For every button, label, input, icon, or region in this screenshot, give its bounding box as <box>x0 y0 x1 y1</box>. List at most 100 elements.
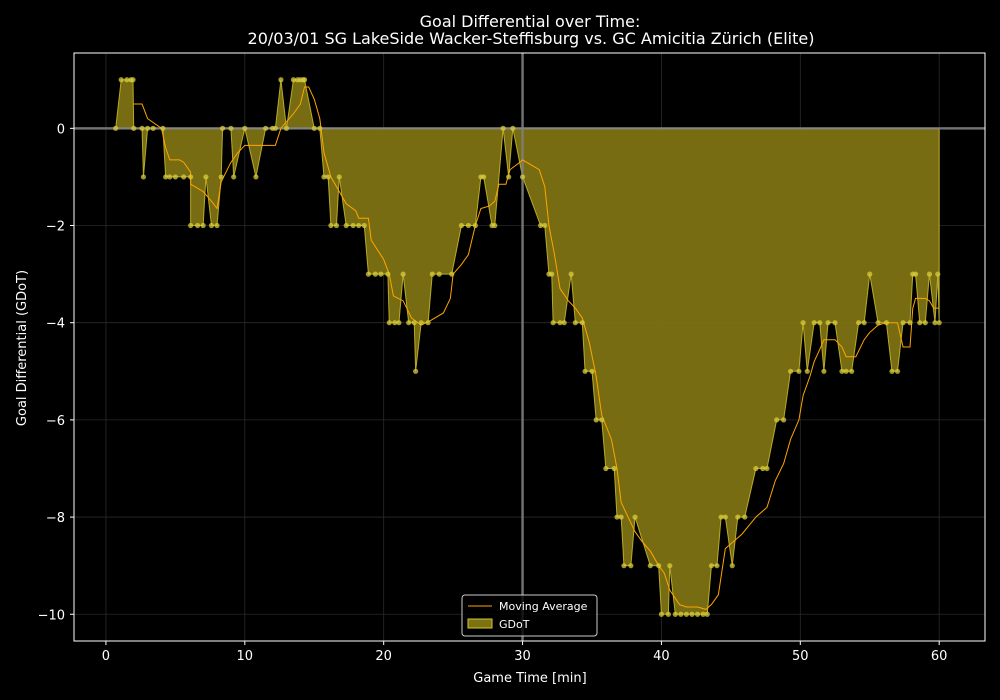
gdot-point <box>492 222 498 229</box>
gdot-point <box>861 320 867 326</box>
gdot-point <box>163 174 169 180</box>
legend-label-gdot: GDoT <box>499 618 530 631</box>
tick-layer: 0 10 20 30 40 50 60 0 −2 −4 −6 −8 −10 <box>38 122 948 664</box>
gdot-area <box>115 79 940 615</box>
gdot-point <box>781 417 787 423</box>
gdot-point <box>500 125 506 131</box>
gdot-point <box>579 320 585 326</box>
gdot-point <box>139 125 145 131</box>
gdot-point <box>568 271 574 277</box>
gdot-point <box>618 514 624 520</box>
gdot-point <box>429 271 435 277</box>
gdot-point <box>392 320 398 326</box>
gdot-point <box>628 563 634 569</box>
gdot-point <box>599 417 605 423</box>
gdot-point <box>458 222 465 229</box>
gdot-point <box>787 368 794 374</box>
x-tick-label: 60 <box>931 649 948 664</box>
gdot-point <box>542 222 548 229</box>
gdot-point <box>506 174 512 180</box>
gdot-point <box>611 465 617 472</box>
x-tick-label: 30 <box>514 649 531 664</box>
gdot-point <box>589 368 595 374</box>
gdot-point <box>665 611 671 617</box>
gdot-point <box>263 125 269 131</box>
gdot-point <box>843 368 849 374</box>
gdot-point <box>804 368 810 374</box>
y-tick-label: −8 <box>46 511 65 526</box>
gdot-point <box>278 77 284 83</box>
gdot-point <box>343 222 349 229</box>
gdot-point <box>333 222 340 229</box>
gdot-point <box>406 320 412 326</box>
gdot-point <box>365 271 372 277</box>
gdot-point <box>519 174 526 180</box>
gdot-point <box>386 320 392 326</box>
gdot-point <box>311 125 317 131</box>
gdot-point <box>603 465 609 472</box>
gdot-point <box>572 320 578 326</box>
gdot-point <box>425 320 431 326</box>
gdot-point <box>321 174 327 180</box>
gdot-point <box>549 271 555 277</box>
gdot-point <box>378 271 384 277</box>
gdot-point <box>400 271 406 277</box>
gdot-point <box>350 222 356 229</box>
gdot-point <box>907 320 913 326</box>
gdot-point <box>113 125 119 131</box>
gdot-point <box>883 320 890 326</box>
gdot-point <box>774 417 780 423</box>
reference-lines <box>74 53 985 641</box>
gdot-point <box>214 222 220 229</box>
x-tick-label: 20 <box>375 649 392 664</box>
gdot-point <box>160 125 166 131</box>
x-tick-label: 50 <box>792 649 809 664</box>
gdot-point <box>817 320 823 326</box>
gdot-point <box>729 563 735 569</box>
y-axis-label: Goal Differential (GDoT) <box>15 270 30 426</box>
gdot-point <box>188 222 194 229</box>
gdot-point <box>465 222 471 229</box>
gdot-point <box>510 125 516 131</box>
x-tick-label: 10 <box>237 649 254 664</box>
gdot-point <box>328 222 334 229</box>
gdot-point <box>922 320 928 326</box>
axes-frame <box>73 52 986 642</box>
gdot-point <box>932 320 938 326</box>
gdot-point <box>188 174 194 180</box>
gdot-point <box>935 271 941 277</box>
gdot-point <box>356 222 362 229</box>
gdot-point <box>704 611 710 617</box>
x-axis-label: Game Time [min] <box>473 671 586 686</box>
gdot-point <box>621 563 627 569</box>
gdot-point <box>194 222 201 229</box>
gdot-point <box>561 320 567 326</box>
gdot-point <box>867 271 873 277</box>
gdot-point <box>722 514 728 520</box>
gdot-point <box>672 611 678 617</box>
gdot-point <box>272 125 278 131</box>
gdot-point <box>557 320 563 326</box>
gdot-point <box>203 174 209 180</box>
gdot-point <box>118 77 124 83</box>
gdot-point <box>700 611 706 617</box>
gdot-point <box>875 320 881 326</box>
gdot-point <box>632 514 638 520</box>
gdot-point <box>936 320 942 326</box>
data-points-layer <box>113 77 942 617</box>
gdot-point <box>150 125 156 131</box>
gdot-point <box>839 368 845 374</box>
gdot-point <box>678 611 684 617</box>
x-tick-label: 40 <box>653 649 670 664</box>
x-tick-label: 0 <box>102 649 110 664</box>
gdot-point <box>242 125 248 131</box>
gdot-point <box>926 271 933 277</box>
gdot-point <box>614 514 620 520</box>
gdot-point <box>301 77 308 83</box>
gdot-point <box>889 368 895 374</box>
gdot-point <box>145 125 151 131</box>
moving-average-line <box>133 86 940 610</box>
gdot-point <box>856 320 862 326</box>
moving-average-layer <box>133 86 940 610</box>
